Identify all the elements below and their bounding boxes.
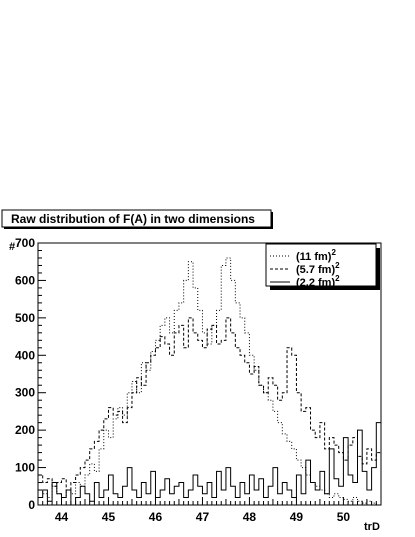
legend-name: (5.7 fm)	[296, 264, 335, 276]
x-tick-label: 44	[55, 510, 69, 524]
y-tick-label: 400	[15, 348, 35, 362]
legend-box	[265, 243, 377, 287]
legend-name: (2.2 fm)	[296, 277, 335, 289]
legend-label-2: (2.2 fm)2	[296, 274, 340, 289]
y-tick-label: 0	[28, 498, 35, 512]
legend-superscript: 2	[335, 274, 340, 283]
x-tick-label: 50	[337, 510, 351, 524]
legend-label-1: (5.7 fm)2	[296, 261, 340, 276]
y-tick-label: 500	[15, 311, 35, 325]
x-tick-label: 48	[243, 510, 257, 524]
x-axis-label: trD	[364, 521, 380, 533]
y-tick-label: 100	[15, 461, 35, 475]
y-axis-label: #	[9, 241, 15, 253]
x-tick-label: 47	[196, 510, 210, 524]
chart-title: Raw distribution of F(A) in two dimensio…	[11, 212, 255, 226]
axis-layer: 0 100 200 300 400 500 600 700 44 45 46 47 48 49 50	[15, 236, 382, 524]
series-layer	[38, 257, 381, 506]
x-tick-label: 46	[149, 510, 163, 524]
legend-name: (11 fm)	[296, 251, 332, 263]
x-tick-label: 49	[290, 510, 304, 524]
legend-label-0: (11 fm)2	[296, 248, 336, 263]
y-tick-label: 200	[15, 423, 35, 437]
x-tick-label: 45	[102, 510, 116, 524]
y-tick-label: 600	[15, 273, 35, 287]
y-tick-label: 700	[15, 236, 35, 250]
plot-frame	[37, 242, 382, 506]
legend: (11 fm)2(5.7 fm)2(2.2 fm)2	[270, 248, 340, 289]
series-line-2	[38, 422, 381, 506]
legend-superscript: 2	[335, 261, 340, 270]
title-box	[1, 209, 272, 228]
legend-superscript: 2	[331, 248, 336, 257]
y-tick-label: 300	[15, 386, 35, 400]
